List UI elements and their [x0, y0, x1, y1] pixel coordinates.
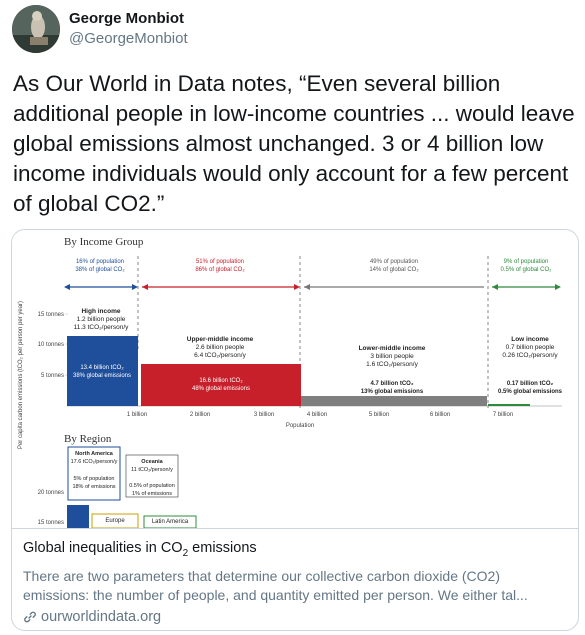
- region-oceania-pop: 0.5% of population: [129, 483, 175, 489]
- label-low-perperson: 0.26 tCO₂/person/y: [502, 352, 558, 359]
- link-card[interactable]: By Income Group 16% of population 38% of…: [11, 229, 579, 631]
- bar-north-america: [67, 505, 89, 528]
- share-co2-upper: 86% of global CO₂: [195, 267, 245, 273]
- x-tick-4: 4 billion: [307, 412, 327, 418]
- x-axis-label: Population: [286, 423, 314, 429]
- income-heading: By Income Group: [64, 236, 144, 248]
- region-oceania-name: Oceania: [141, 459, 163, 465]
- total-lower: 4.7 billion tCO₂: [370, 381, 413, 387]
- label-low-people: 0.7 billion people: [506, 344, 555, 351]
- region-europe-name: Europe: [105, 518, 125, 524]
- region-y-tick-15: 15 tonnes: [38, 520, 64, 526]
- share-pop-upper: 51% of population: [196, 259, 244, 265]
- share-co2-low: 0.5% of global CO₂: [500, 267, 552, 273]
- share-pop-lower: 49% of population: [370, 259, 418, 265]
- label-upper-perperson: 6.4 tCO₂/person/y: [194, 352, 246, 359]
- card-meta[interactable]: Global inequalities in CO2 emissions The…: [12, 528, 578, 630]
- y-tick-15: 15 tonnes: [38, 312, 64, 318]
- author-name[interactable]: George Monbiot: [69, 10, 184, 27]
- region-na-emis: 18% of emissions: [72, 484, 115, 490]
- y-tick-10: 10 tonnes: [38, 342, 64, 348]
- bar-lower-middle-income: [301, 396, 487, 406]
- link-icon: [23, 610, 37, 624]
- share-co2-lower: 14% of global CO₂: [369, 267, 419, 273]
- region-oceania-perperson: 11 tCO₂/person/y: [131, 467, 173, 473]
- region-na-name: North America: [75, 451, 114, 457]
- region-oceania-emis: 1% of emissions: [132, 491, 172, 497]
- x-tick-3: 3 billion: [254, 412, 274, 418]
- label-upper-name: Upper-middle income: [187, 336, 254, 343]
- card-domain-text: ourworldindata.org: [41, 608, 162, 625]
- tweet-text: As Our World in Data notes, “Even severa…: [13, 71, 575, 216]
- card-domain[interactable]: ourworldindata.org: [23, 609, 569, 625]
- region-na-pop: 5% of population: [74, 476, 115, 482]
- card-title[interactable]: Global inequalities in CO2 emissions: [23, 540, 257, 559]
- share-high: 38% global emissions: [73, 373, 131, 379]
- card-image[interactable]: By Income Group 16% of population 38% of…: [12, 230, 578, 528]
- x-tick-5: 5 billion: [369, 412, 389, 418]
- label-lower-people: 3 billion people: [370, 353, 414, 360]
- total-upper: 16.6 billion tCO₂: [199, 378, 243, 384]
- author-handle[interactable]: @GeorgeMonbiot: [69, 30, 188, 47]
- share-co2-high: 38% of global CO₂: [75, 267, 125, 273]
- y-axis-label: Per capita carbon emissions (tCO₂ per pe…: [18, 301, 24, 449]
- total-high: 13.4 billion tCO₂: [80, 365, 124, 371]
- label-high-name: High income: [81, 308, 120, 315]
- y-tick-5: 5 tonnes: [41, 373, 64, 379]
- card-description: There are two parameters that determine …: [23, 567, 528, 603]
- label-high-people: 1.2 billion people: [77, 316, 126, 323]
- x-tick-6: 6 billion: [430, 412, 450, 418]
- label-low-name: Low income: [511, 336, 549, 343]
- share-pop-low: 9% of population: [504, 259, 549, 265]
- share-low: 0.5% global emissions: [498, 389, 563, 395]
- x-tick-2: 2 billion: [190, 412, 210, 418]
- region-y-tick-20: 20 tonnes: [38, 490, 64, 496]
- region-heading: By Region: [64, 433, 112, 445]
- label-high-perperson: 11.3 tCO₂/person/y: [74, 324, 130, 331]
- avatar[interactable]: [12, 5, 60, 53]
- label-lower-perperson: 1.6 tCO₂/person/y: [366, 361, 418, 368]
- bar-upper-middle-income: [141, 364, 301, 406]
- bar-high-income: [67, 336, 138, 406]
- region-na-perperson: 17.6 tCO₂/person/y: [71, 459, 118, 465]
- x-tick-1: 1 billion: [127, 412, 147, 418]
- x-tick-7: 7 billion: [493, 412, 513, 418]
- label-upper-people: 2.6 billion people: [196, 344, 245, 351]
- bar-low-income: [488, 404, 530, 406]
- total-low: 0.17 billion tCO₂: [507, 381, 554, 387]
- region-latam-name: Latin America: [152, 519, 189, 525]
- share-upper: 48% global emissions: [192, 386, 250, 392]
- share-pop-high: 16% of population: [76, 259, 124, 265]
- label-lower-name: Lower-middle income: [359, 345, 426, 352]
- share-lower: 13% global emissions: [361, 389, 424, 395]
